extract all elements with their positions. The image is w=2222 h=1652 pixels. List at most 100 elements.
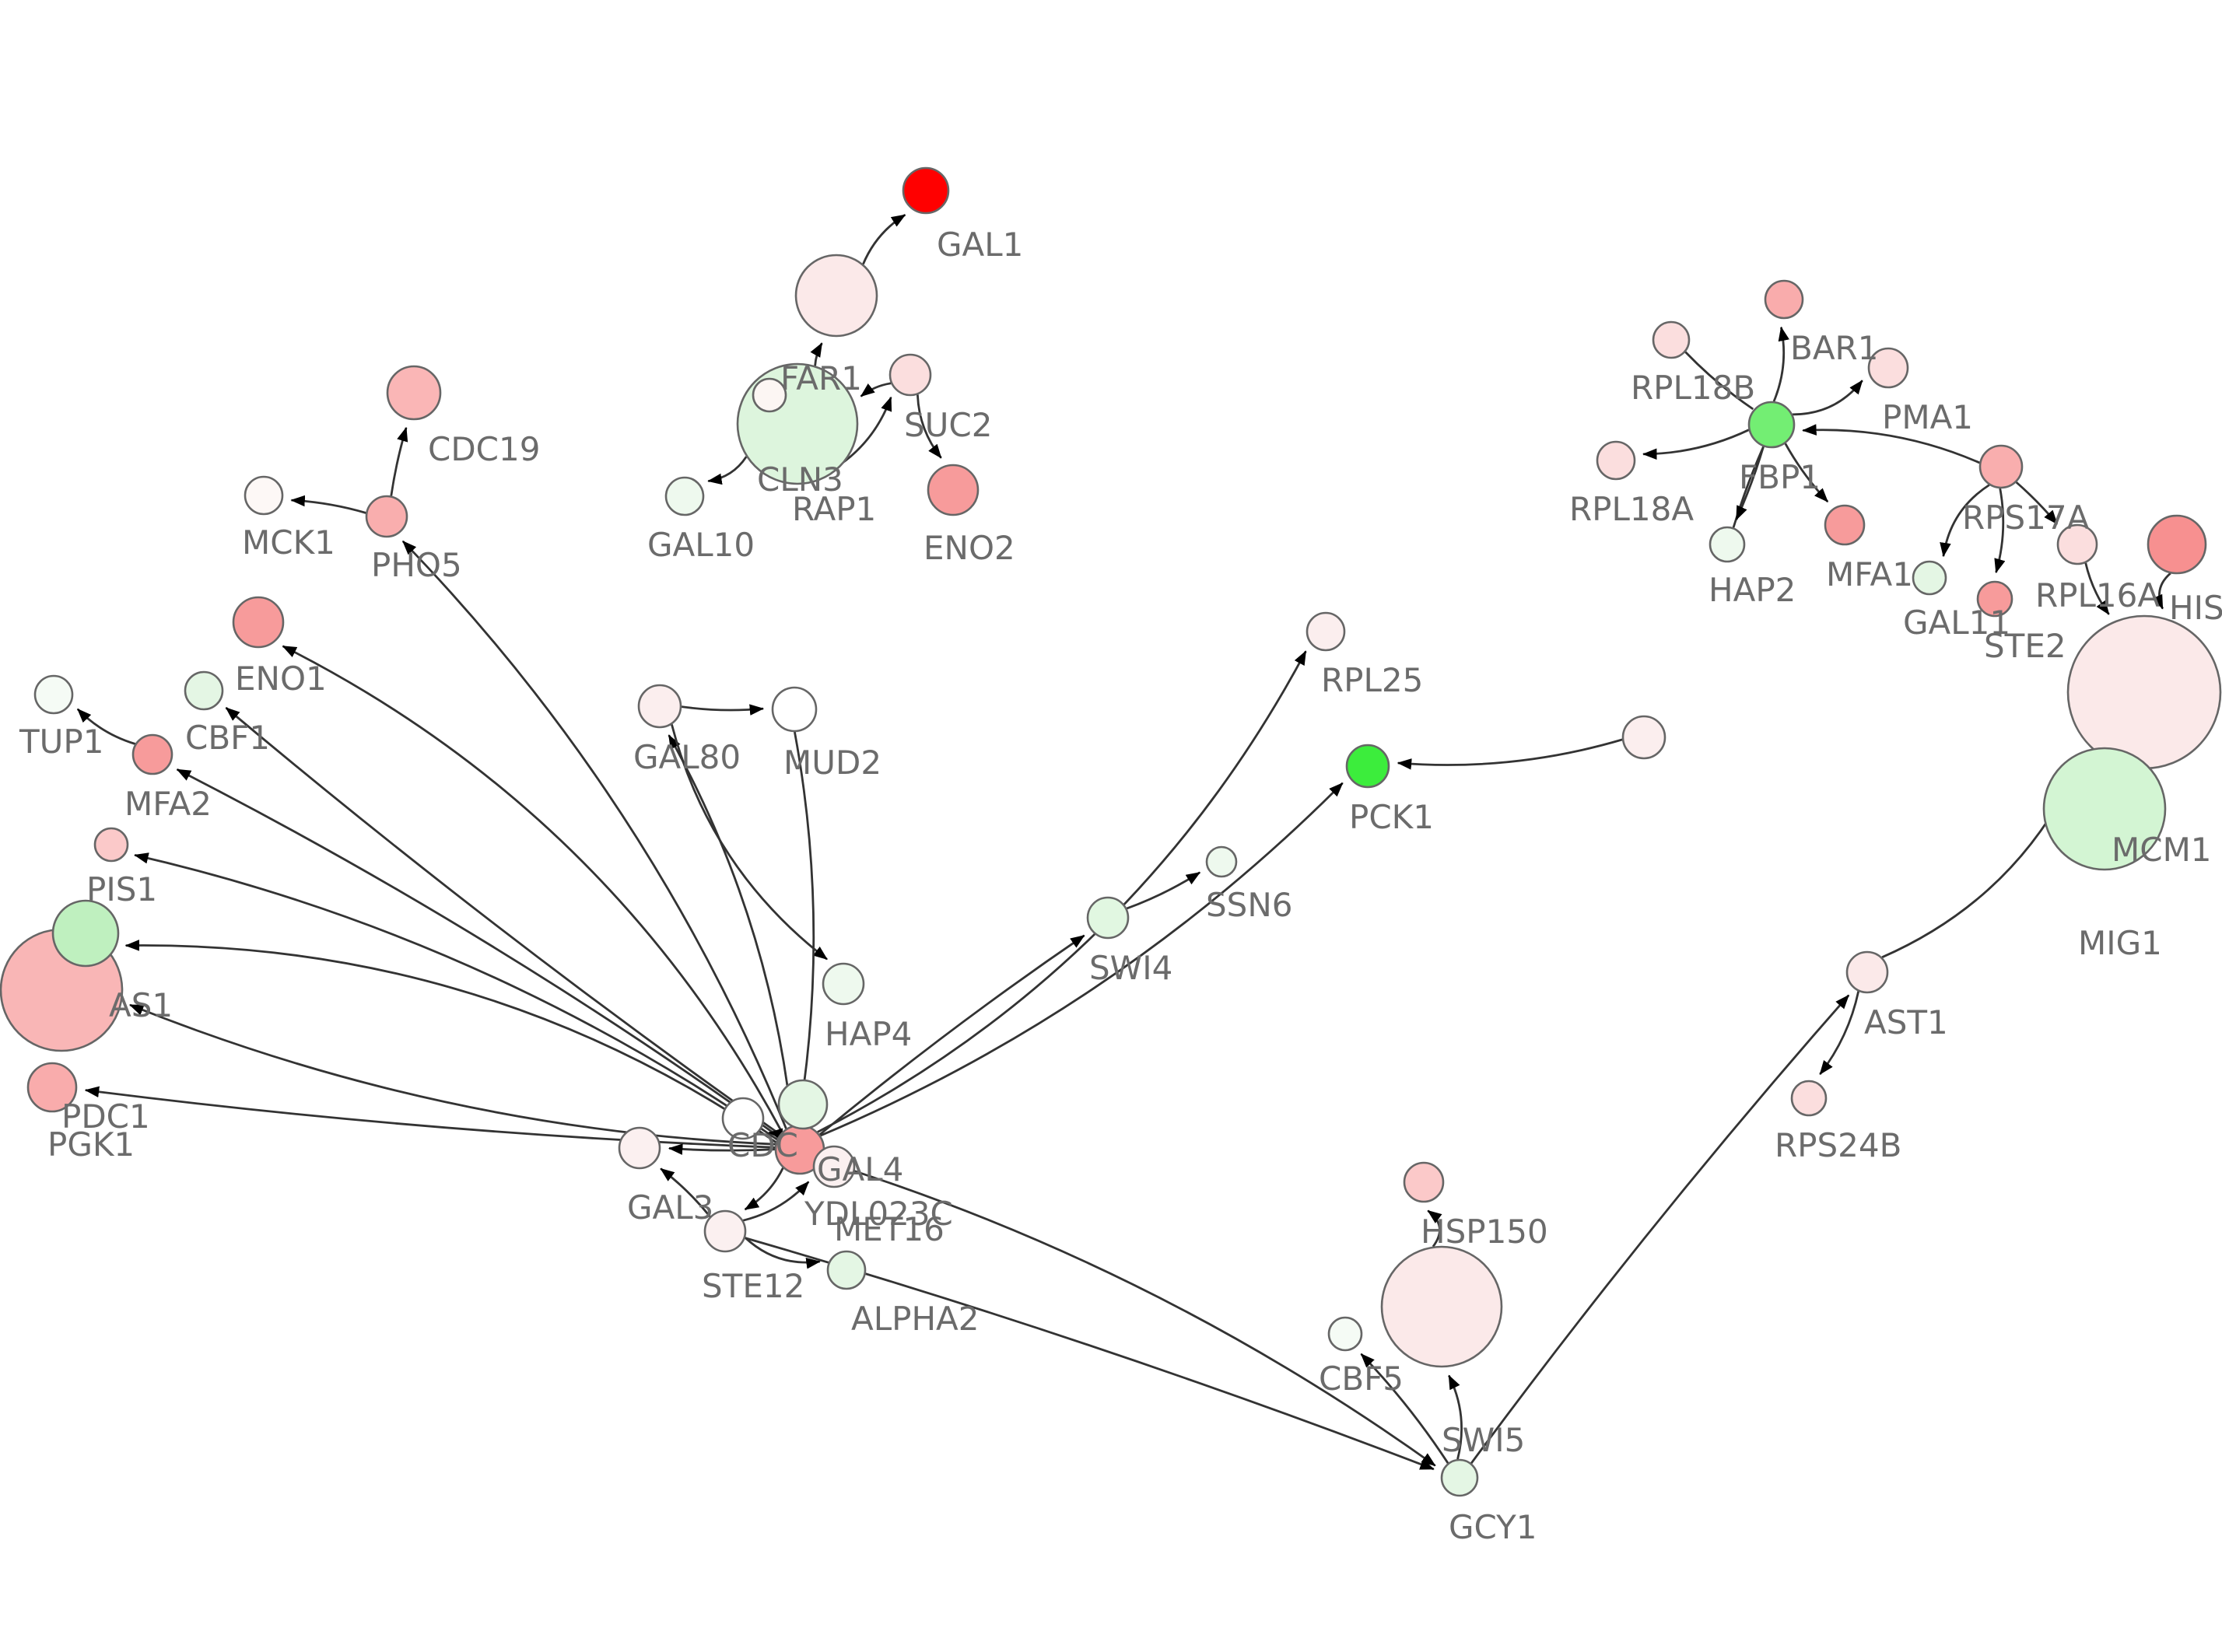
node-label-gcy1: GCY1 (1449, 1508, 1537, 1546)
edge-fbp1-to-hap2 (1735, 446, 1765, 521)
node-gal80[interactable] (637, 684, 682, 729)
edge-gal4-to-gcy1 (822, 1159, 1436, 1467)
node-eno1[interactable] (232, 596, 285, 649)
node-node_a[interactable] (1621, 715, 1666, 760)
node-his4[interactable] (2147, 514, 2207, 575)
edge-rps17a-to-ste2 (1994, 488, 2006, 574)
node-label-hap2: HAP2 (1709, 571, 1796, 609)
node-eno2[interactable] (927, 464, 980, 516)
node-label-pma1: PMA1 (1882, 398, 1973, 436)
node-label-mfa2: MFA2 (124, 785, 212, 823)
node-pck1[interactable] (1345, 744, 1390, 789)
edge-fbp1-to-pma1 (1792, 380, 1863, 416)
node-label-gal11: GAL11 (1903, 604, 2010, 642)
node-cln3_in[interactable] (752, 377, 787, 413)
node-label-gal1: GAL1 (937, 226, 1023, 264)
node-pho5[interactable] (365, 495, 408, 538)
edge-swi4-to-ssn6 (1126, 871, 1201, 910)
node-gal10[interactable] (664, 476, 705, 516)
node-label-far1: FAR1 (780, 359, 862, 397)
edge-mud2-to-gal4 (794, 731, 815, 1118)
node-gal1[interactable] (902, 166, 950, 215)
node-pgk1[interactable] (26, 1062, 78, 1113)
node-ydl023c[interactable] (812, 1145, 856, 1188)
node-ste12[interactable] (703, 1209, 747, 1253)
node-label-alpha2: ALPHA2 (851, 1300, 980, 1338)
node-cdc19[interactable] (386, 365, 442, 421)
node-suc2[interactable] (888, 353, 932, 397)
node-label-pgk1: PGK1 (47, 1125, 135, 1164)
node-gal3[interactable] (618, 1126, 661, 1170)
edge-cln3-to-gal10 (707, 456, 748, 485)
node-label-swi5: SWI5 (1442, 1421, 1525, 1459)
node-rpl16a[interactable] (2056, 523, 2098, 565)
node-far1[interactable] (794, 254, 878, 338)
node-label-mud2: MUD2 (783, 744, 881, 782)
node-alpha2[interactable] (826, 1250, 867, 1290)
node-label-pho5: PHO5 (371, 546, 462, 584)
node-pma1[interactable] (1867, 347, 1909, 389)
node-cbf1[interactable] (184, 670, 224, 711)
node-fbp1[interactable] (1747, 401, 1796, 449)
node-label-eno1: ENO1 (235, 660, 327, 698)
node-has1[interactable] (51, 899, 120, 968)
node-bar1[interactable] (1764, 279, 1804, 320)
node-mfa1[interactable] (1824, 504, 1866, 546)
node-ast1[interactable] (1845, 950, 1889, 994)
node-label-ste12: STE12 (702, 1267, 804, 1305)
edge-gal4-to-gal3 (668, 1143, 776, 1155)
edge-gal4-to-mfa2 (176, 768, 780, 1138)
node-rpl18b[interactable] (1652, 320, 1691, 359)
edge-far1-to-gal1 (862, 214, 906, 265)
node-rps24b[interactable] (1790, 1080, 1828, 1117)
node-ssn6[interactable] (1205, 845, 1238, 878)
node-met16_g[interactable] (777, 1079, 829, 1130)
node-rpl18a[interactable] (1596, 440, 1636, 481)
node-label-rps24b: RPS24B (1775, 1126, 1901, 1164)
node-label-suc2: SUC2 (904, 406, 992, 444)
edge-rps17a-to-fbp1 (1802, 424, 1981, 464)
node-hap2[interactable] (1709, 526, 1746, 563)
node-hsp150[interactable] (1403, 1161, 1445, 1203)
edge-ste12-to-ydl023c (742, 1181, 810, 1222)
node-label-mfa1: MFA1 (1826, 555, 1913, 593)
edge-gal4-to-met16_n (768, 1128, 783, 1140)
node-hap4[interactable] (822, 962, 865, 1006)
node-pis1[interactable] (93, 827, 129, 863)
node-label-has1: AS1 (109, 986, 173, 1024)
node-label-mig1: MIG1 (2078, 924, 2162, 962)
node-label-mcm1: MCM1 (2112, 831, 2212, 869)
node-ste2[interactable] (1976, 580, 2013, 618)
node-label-met16: MET16 (834, 1210, 945, 1248)
node-met16_n[interactable] (721, 1097, 765, 1140)
node-rps17a[interactable] (1978, 444, 2024, 489)
node-label-rps17a: RPS17A (1962, 499, 2090, 537)
edge-rpl18b-to-fbp1 (1684, 351, 1754, 411)
node-mig1[interactable] (2042, 747, 2167, 871)
node-gcy1[interactable] (1440, 1458, 1479, 1497)
node-label-cdc19: CDC19 (428, 430, 540, 468)
node-tup1[interactable] (33, 674, 74, 715)
node-label-his4: HIS4 (2169, 589, 2222, 627)
node-gal11[interactable] (1912, 560, 1947, 596)
edge-gal80-to-mud2 (681, 704, 765, 716)
node-mfa2[interactable] (131, 733, 173, 775)
node-mck1[interactable] (244, 475, 284, 516)
node-mud2[interactable] (771, 686, 818, 733)
node-rpl25[interactable] (1306, 611, 1346, 652)
edge-gal4-to-pck1 (819, 782, 1344, 1137)
node-swi4[interactable] (1086, 896, 1130, 940)
edge-fbp1-to-rpl18a (1642, 429, 1750, 460)
edge-node_a-to-pck1 (1397, 738, 1623, 770)
node-swi5[interactable] (1380, 1245, 1503, 1368)
node-label-tup1: TUP1 (19, 723, 103, 761)
node-label-mck1: MCK1 (242, 523, 335, 562)
node-label-gal4: GAL4 (817, 1150, 903, 1188)
node-label-pis1: PIS1 (86, 870, 157, 908)
node-label-pck1: PCK1 (1349, 798, 1434, 836)
node-label-bar1: BAR1 (1790, 329, 1878, 367)
edge-suc2-to-eno2 (916, 394, 942, 459)
node-mcm1[interactable] (2066, 614, 2222, 770)
node-cbf5[interactable] (1327, 1316, 1363, 1352)
